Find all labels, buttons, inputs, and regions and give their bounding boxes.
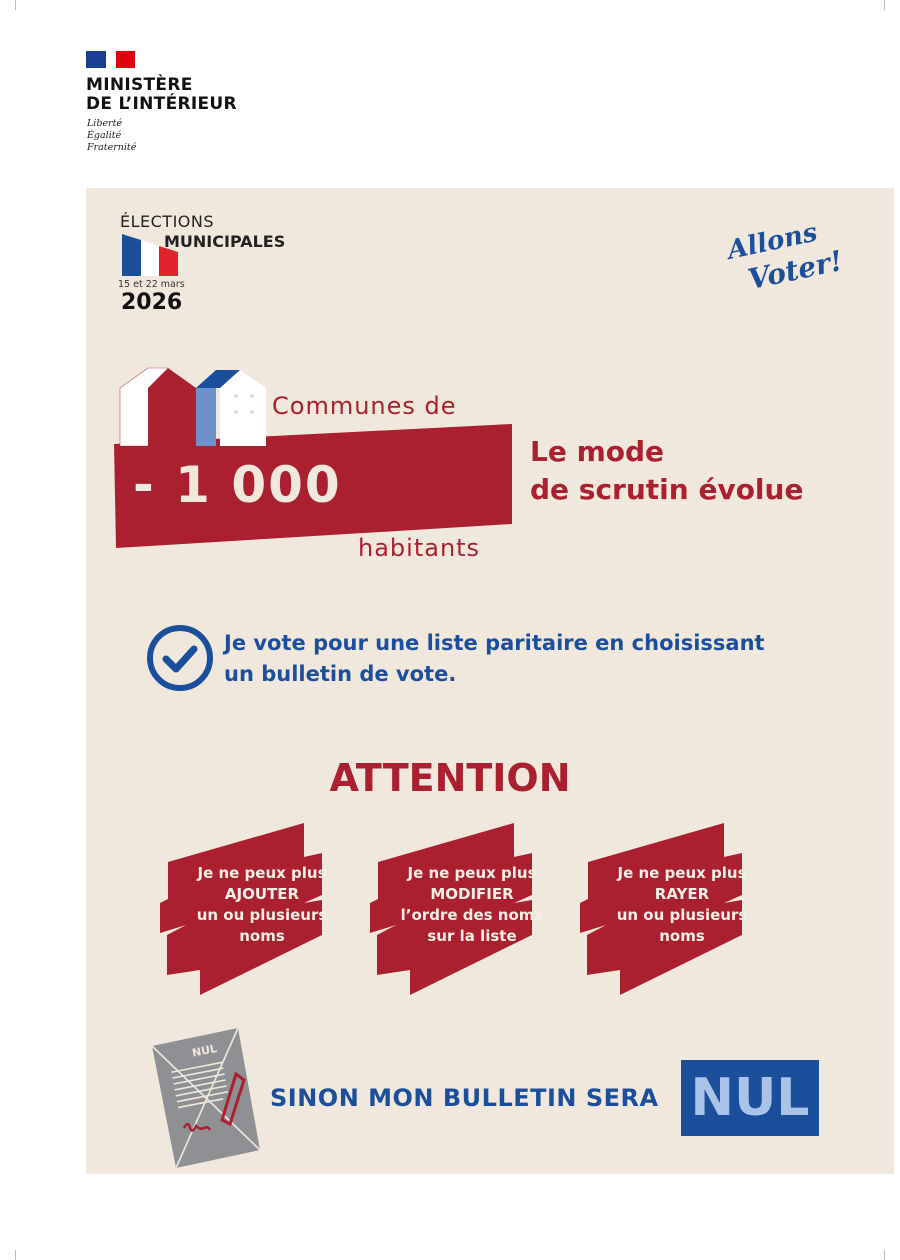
- banner-line: Je ne peux plus: [407, 864, 537, 882]
- crop-mark: [884, 1250, 885, 1260]
- habitants-label: habitants: [358, 534, 481, 562]
- poster-panel: [86, 188, 894, 1174]
- crop-mark: [15, 1250, 16, 1260]
- banner-line: sur la liste: [427, 927, 517, 945]
- elections-title: ÉLECTIONS: [120, 212, 215, 231]
- motto-line: Égalité: [87, 130, 122, 141]
- elections-dates: 15 et 22 mars: [118, 279, 185, 290]
- allons-voter-logo: Allons Voter!: [722, 218, 842, 297]
- motto-line: Fraternité: [87, 142, 137, 153]
- ribbon-shape: [370, 823, 532, 995]
- headline-line: de scrutin évolue: [530, 473, 804, 506]
- check-circle-icon: [147, 625, 213, 691]
- ministry-line: MINISTÈRE: [86, 75, 193, 95]
- commune-band: [114, 424, 512, 548]
- vote-instruction: Je vote pour une liste paritaire en choi…: [224, 628, 765, 690]
- motto-line: Liberté: [87, 118, 123, 129]
- banner-modifier: Je ne peux plus MODIFIER l’ordre des nom…: [362, 815, 572, 1000]
- elections-year: 2026: [121, 290, 183, 315]
- warning-text: SINON MON BULLETIN SERA: [270, 1084, 659, 1112]
- attention-heading: ATTENTION: [329, 756, 571, 800]
- marianne-logo: [86, 51, 135, 68]
- headline: Le mode de scrutin évolue: [530, 433, 803, 509]
- ballot-label: NUL: [191, 1042, 218, 1060]
- vote-line: un bulletin de vote.: [224, 662, 457, 686]
- communes-label: Communes de: [272, 392, 457, 420]
- banner-line: un ou plusieurs: [616, 906, 748, 924]
- crop-mark: [884, 0, 885, 10]
- ribbon-shape: [580, 823, 742, 995]
- banner-line: AJOUTER: [224, 885, 300, 903]
- houses-icon: [119, 367, 266, 446]
- population-threshold: - 1 000: [133, 456, 342, 514]
- motto: Liberté Égalité Fraternité: [87, 118, 136, 154]
- banner-line: l’ordre des noms: [400, 906, 544, 924]
- vote-line: Je vote pour une liste paritaire en choi…: [224, 631, 765, 655]
- ribbon-shape: [160, 823, 322, 995]
- banner-line: MODIFIER: [430, 885, 514, 903]
- nul-badge: NUL: [681, 1060, 819, 1136]
- banner-line: un ou plusieurs: [196, 906, 328, 924]
- headline-line: Le mode: [530, 435, 665, 468]
- banner-line: noms: [659, 927, 705, 945]
- banner-line: RAYER: [654, 885, 710, 903]
- banner-line: noms: [239, 927, 285, 945]
- banner-line: Je ne peux plus: [197, 864, 327, 882]
- banner-ajouter: Je ne peux plus AJOUTER un ou plusieurs …: [152, 815, 362, 1000]
- banner-line: Je ne peux plus: [617, 864, 747, 882]
- ministry-name: MINISTÈRE DE L’INTÉRIEUR: [86, 76, 237, 114]
- crop-mark: [15, 0, 16, 10]
- elections-subtitle: MUNICIPALES: [164, 232, 286, 251]
- banner-rayer: Je ne peux plus RAYER un ou plusieurs no…: [572, 815, 782, 1000]
- ministry-line: DE L’INTÉRIEUR: [86, 94, 237, 114]
- french-flag-icon: [122, 234, 178, 276]
- void-ballot-icon: NUL: [151, 1027, 261, 1169]
